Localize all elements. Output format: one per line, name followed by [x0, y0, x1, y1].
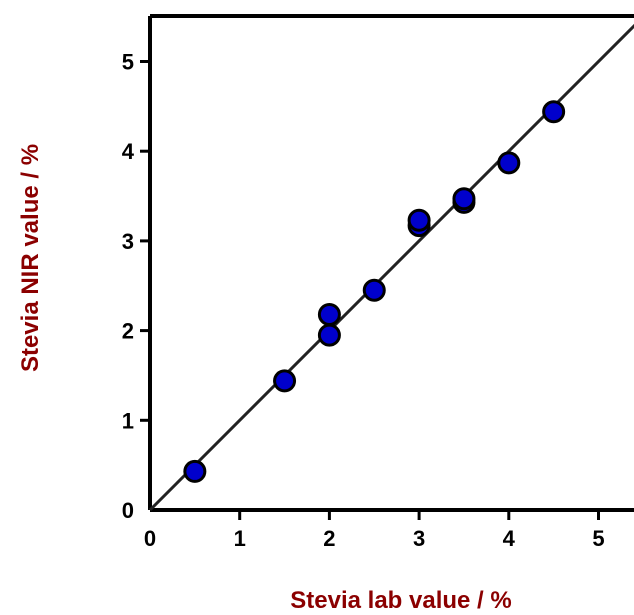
y-tick-label: 5 — [122, 50, 134, 75]
y-tick-label: 3 — [122, 229, 134, 254]
data-point — [183, 459, 207, 483]
y-tick-label: 0 — [122, 498, 134, 523]
data-point — [362, 278, 386, 302]
fit-line — [148, 23, 634, 512]
x-tick-label: 1 — [234, 526, 246, 551]
y-axis-title: Stevia NIR value / % — [17, 144, 44, 372]
y-tick-label: 1 — [122, 408, 134, 433]
x-tick-label: 0 — [144, 526, 156, 551]
y-tick-label: 2 — [122, 319, 134, 344]
data-point — [273, 369, 297, 393]
data-point — [452, 187, 476, 211]
x-tick-label: 5 — [592, 526, 604, 551]
y-tick-label: 4 — [122, 139, 135, 164]
data-point — [407, 208, 431, 232]
plot-area: 0 1 2 3 4 5 0 1 2 3 4 5 — [122, 14, 634, 551]
x-tick-label: 3 — [413, 526, 425, 551]
data-point — [542, 100, 566, 124]
data-point — [497, 151, 521, 175]
x-axis-title: Stevia lab value / % — [290, 587, 511, 614]
x-tick-label: 2 — [323, 526, 335, 551]
data-point — [317, 323, 341, 347]
data-point — [317, 302, 341, 326]
x-tick-label: 4 — [503, 526, 516, 551]
